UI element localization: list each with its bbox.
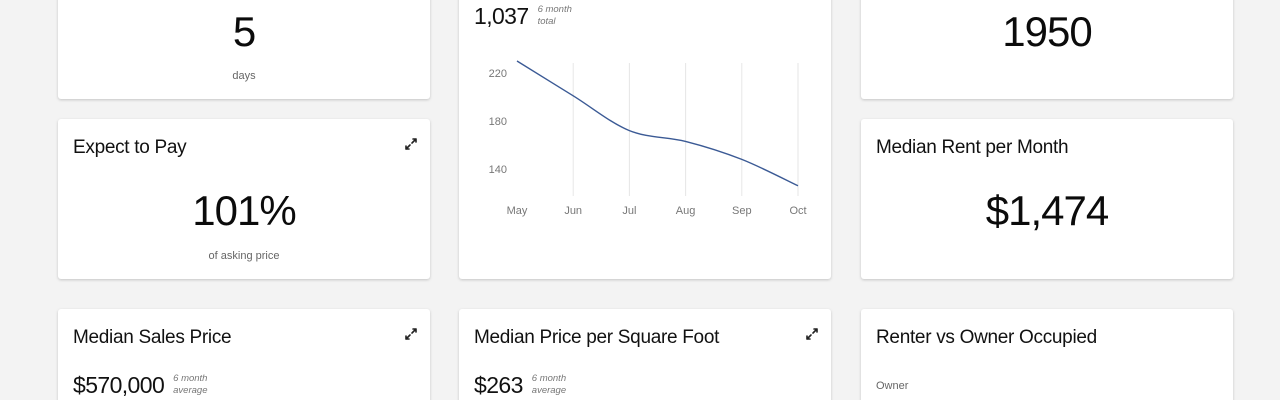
median-rent-value: $1,474	[985, 187, 1109, 234]
expect-to-pay-sub: of asking price	[208, 250, 280, 262]
median-sales-price-note: 6 month average	[173, 373, 207, 397]
data-point[interactable]	[570, 93, 576, 99]
sales-total-value: 1,037	[474, 3, 529, 29]
data-point[interactable]	[739, 156, 745, 162]
expand-icon[interactable]	[404, 327, 418, 341]
owner-label: Owner	[876, 380, 909, 392]
sales-total-note: 6 month total	[538, 4, 572, 28]
median-sales-price-card: Median Sales Price $570,000 6 month aver…	[58, 309, 430, 400]
median-rent-title: Median Rent per Month	[876, 137, 1069, 158]
expect-to-pay-card: Expect to Pay 101% of asking price	[58, 119, 430, 279]
median-sales-price-title: Median Sales Price	[73, 327, 232, 348]
median-price-sqft-note-line1: 6 month	[531, 373, 567, 384]
expect-to-pay-value: 101%	[192, 187, 296, 234]
median-price-sqft-note-line2: average	[531, 385, 567, 396]
median-price-sqft-row: $263 6 month average	[474, 373, 566, 397]
y-tick-label: 140	[489, 164, 507, 176]
median-sales-price-note-line2: average	[173, 385, 208, 396]
data-point[interactable]	[514, 58, 520, 64]
y-tick-label: 220	[489, 68, 507, 80]
x-tick-label: Sep	[732, 205, 752, 217]
renter-owner-card: Renter vs Owner Occupied Owner	[861, 309, 1233, 400]
days-value: 5	[232, 8, 256, 55]
sales-total-row: 1,037 6 month total	[474, 4, 572, 28]
y-tick-label: 180	[489, 116, 507, 128]
sales-note-line2: total	[537, 16, 556, 27]
median-price-sqft-card: Median Price per Square Foot $263 6 mont…	[459, 309, 831, 400]
days-unit: days	[232, 70, 256, 82]
expect-to-pay-title: Expect to Pay	[73, 137, 187, 158]
renter-owner-title: Renter vs Owner Occupied	[876, 327, 1097, 348]
series-line	[516, 60, 799, 187]
median-sales-price-value: $570,000	[73, 372, 165, 398]
x-tick-label: Aug	[676, 205, 696, 217]
data-point[interactable]	[626, 128, 632, 134]
data-point[interactable]	[795, 183, 801, 189]
expand-icon[interactable]	[404, 137, 418, 151]
sales-note-line1: 6 month	[537, 4, 572, 15]
sales-line-chart: 220 180 140 May Jun Jul Aug Sep Oct	[489, 58, 807, 217]
x-tick-label: Jul	[622, 205, 636, 217]
median-price-sqft-value: $263	[474, 372, 523, 398]
median-sales-price-row: $570,000 6 month average	[73, 373, 207, 397]
median-sales-price-note-line1: 6 month	[173, 373, 208, 384]
sales-chart-card: 1,037 6 month total 220 180 140 May Jun Jul Au…	[459, 0, 831, 279]
x-tick-label: Oct	[789, 205, 806, 217]
x-tick-label: May	[507, 205, 528, 217]
x-tick-label: Jun	[564, 205, 582, 217]
year-built-value: 1950	[1002, 8, 1092, 55]
median-price-sqft-note: 6 month average	[532, 373, 566, 397]
days-card: 5 days	[58, 0, 430, 99]
median-price-sqft-title: Median Price per Square Foot	[474, 327, 720, 348]
data-point[interactable]	[683, 138, 689, 144]
year-built-card: 1950	[861, 0, 1233, 99]
median-rent-card: Median Rent per Month $1,474	[861, 119, 1233, 279]
expand-icon[interactable]	[805, 327, 819, 341]
